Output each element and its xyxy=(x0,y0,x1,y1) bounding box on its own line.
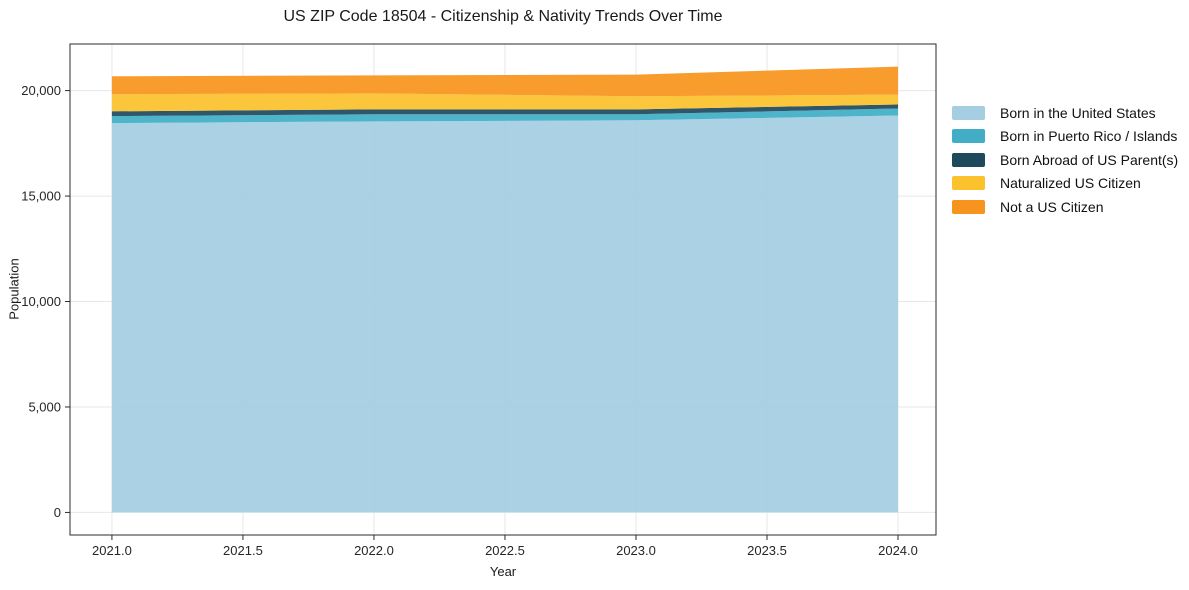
area-series-1 xyxy=(111,108,898,124)
area-series-4 xyxy=(111,66,898,97)
y-tick-label: 10,000 xyxy=(21,294,61,309)
legend-label: Not a US Citizen xyxy=(1000,198,1104,215)
area-series-2 xyxy=(111,104,898,117)
legend-label: Born in Puerto Rico / Islands xyxy=(1000,128,1178,145)
legend-swatch xyxy=(952,129,985,144)
y-tick-label: 5,000 xyxy=(28,399,61,414)
legend-item: Born Abroad of US Parent(s) xyxy=(952,148,1178,172)
y-tick-label: 0 xyxy=(54,505,61,520)
legend-swatch xyxy=(952,152,985,167)
x-axis-label: Year xyxy=(489,564,517,579)
legend-label: Naturalized US Citizen xyxy=(1000,175,1141,192)
x-tick-label: 2022.0 xyxy=(354,543,394,558)
legend-swatch xyxy=(952,199,985,214)
legend-item: Not a US Citizen xyxy=(952,195,1178,219)
legend: Born in the United States Born in Puerto … xyxy=(952,101,1178,219)
y-axis-label: Population xyxy=(6,258,22,320)
x-tick-label: 2021.5 xyxy=(223,543,263,558)
x-tick-label: 2022.5 xyxy=(485,543,525,558)
legend-item: Born in the United States xyxy=(952,101,1178,125)
legend-item: Born in Puerto Rico / Islands xyxy=(952,125,1178,149)
chart-title: US ZIP Code 18504 - Citizenship & Nativi… xyxy=(283,8,723,25)
x-tick-label: 2024.0 xyxy=(878,543,918,558)
legend-label: Born Abroad of US Parent(s) xyxy=(1000,151,1179,168)
x-tick-label: 2023.5 xyxy=(747,543,787,558)
area-series-3 xyxy=(111,93,898,112)
x-tick-label: 2021.0 xyxy=(92,543,132,558)
x-tick-label: 2023.0 xyxy=(616,543,656,558)
y-tick-label: 20,000 xyxy=(21,83,61,98)
y-tick-label: 15,000 xyxy=(21,189,61,204)
legend-label: Born in the United States xyxy=(1000,104,1156,121)
legend-item: Naturalized US Citizen xyxy=(952,172,1178,196)
legend-swatch xyxy=(952,176,985,191)
area-series-0 xyxy=(111,115,898,513)
plot-border xyxy=(69,43,937,536)
legend-swatch xyxy=(952,105,985,120)
